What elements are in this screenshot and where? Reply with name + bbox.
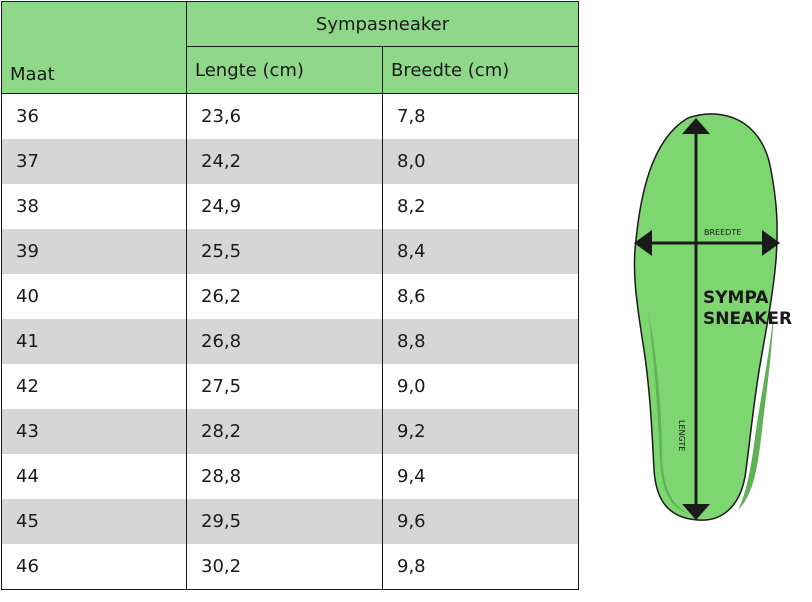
length-cell: 26,8 xyxy=(186,319,383,364)
insole-shade-right xyxy=(738,310,774,510)
table-row: 41 26,8 8,8 xyxy=(1,319,579,364)
size-chart-table: Maat Sympasneaker Lengte (cm) Breedte (c… xyxy=(1,1,579,590)
size-cell: 38 xyxy=(1,184,187,229)
length-arrow-bottom-head xyxy=(682,504,710,520)
width-cell: 9,6 xyxy=(382,499,579,544)
size-cell: 39 xyxy=(1,229,187,274)
length-cell: 24,2 xyxy=(186,139,383,184)
size-cell: 37 xyxy=(1,139,187,184)
table-row: 42 27,5 9,0 xyxy=(1,364,579,409)
length-cell: 29,5 xyxy=(186,499,383,544)
table-row: 40 26,2 8,6 xyxy=(1,274,579,319)
size-cell: 42 xyxy=(1,364,187,409)
width-cell: 8,0 xyxy=(382,139,579,184)
size-cell: 36 xyxy=(1,93,187,139)
length-cell: 27,5 xyxy=(186,364,383,409)
table-row: 43 28,2 9,2 xyxy=(1,409,579,454)
brand-header: Sympasneaker xyxy=(186,1,579,47)
brand-label-line1: SYMPA xyxy=(703,288,769,308)
width-cell: 8,2 xyxy=(382,184,579,229)
width-cell: 9,8 xyxy=(382,544,579,590)
width-cell: 7,8 xyxy=(382,93,579,139)
length-cell: 23,6 xyxy=(186,93,383,139)
insole-shape xyxy=(633,113,778,521)
length-label: LENGTE xyxy=(677,420,686,451)
length-cell: 26,2 xyxy=(186,274,383,319)
insole-svg: BREEDTE LENGTE SYMPA SNEAKER xyxy=(633,113,792,521)
width-cell: 9,4 xyxy=(382,454,579,499)
brand-label-line2: SNEAKER xyxy=(703,309,792,329)
size-cell: 41 xyxy=(1,319,187,364)
length-cell: 28,8 xyxy=(186,454,383,499)
size-cell: 43 xyxy=(1,409,187,454)
size-column-header: Maat xyxy=(1,1,187,94)
width-cell: 8,4 xyxy=(382,229,579,274)
table-row: 36 23,6 7,8 xyxy=(1,93,579,139)
width-arrow-right-head xyxy=(762,230,780,256)
insole-diagram: BREEDTE LENGTE SYMPA SNEAKER xyxy=(628,110,812,530)
width-column-header: Breedte (cm) xyxy=(382,46,579,94)
width-cell: 8,8 xyxy=(382,319,579,364)
width-cell: 9,0 xyxy=(382,364,579,409)
table-row: 39 25,5 8,4 xyxy=(1,229,579,274)
length-cell: 24,9 xyxy=(186,184,383,229)
size-cell: 40 xyxy=(1,274,187,319)
table-row: 37 24,2 8,0 xyxy=(1,139,579,184)
table-row: 38 24,9 8,2 xyxy=(1,184,579,229)
size-cell: 44 xyxy=(1,454,187,499)
width-label: BREEDTE xyxy=(704,228,741,237)
width-arrow-left-head xyxy=(634,230,652,256)
length-cell: 28,2 xyxy=(186,409,383,454)
table-row: 45 29,5 9,6 xyxy=(1,499,579,544)
table-row: 46 30,2 9,8 xyxy=(1,544,579,590)
length-cell: 30,2 xyxy=(186,544,383,590)
width-cell: 9,2 xyxy=(382,409,579,454)
size-cell: 45 xyxy=(1,499,187,544)
table-row: 44 28,8 9,4 xyxy=(1,454,579,499)
length-cell: 25,5 xyxy=(186,229,383,274)
length-column-header: Lengte (cm) xyxy=(186,46,383,94)
width-cell: 8,6 xyxy=(382,274,579,319)
size-cell: 46 xyxy=(1,544,187,590)
length-arrow-top-head xyxy=(682,118,710,134)
